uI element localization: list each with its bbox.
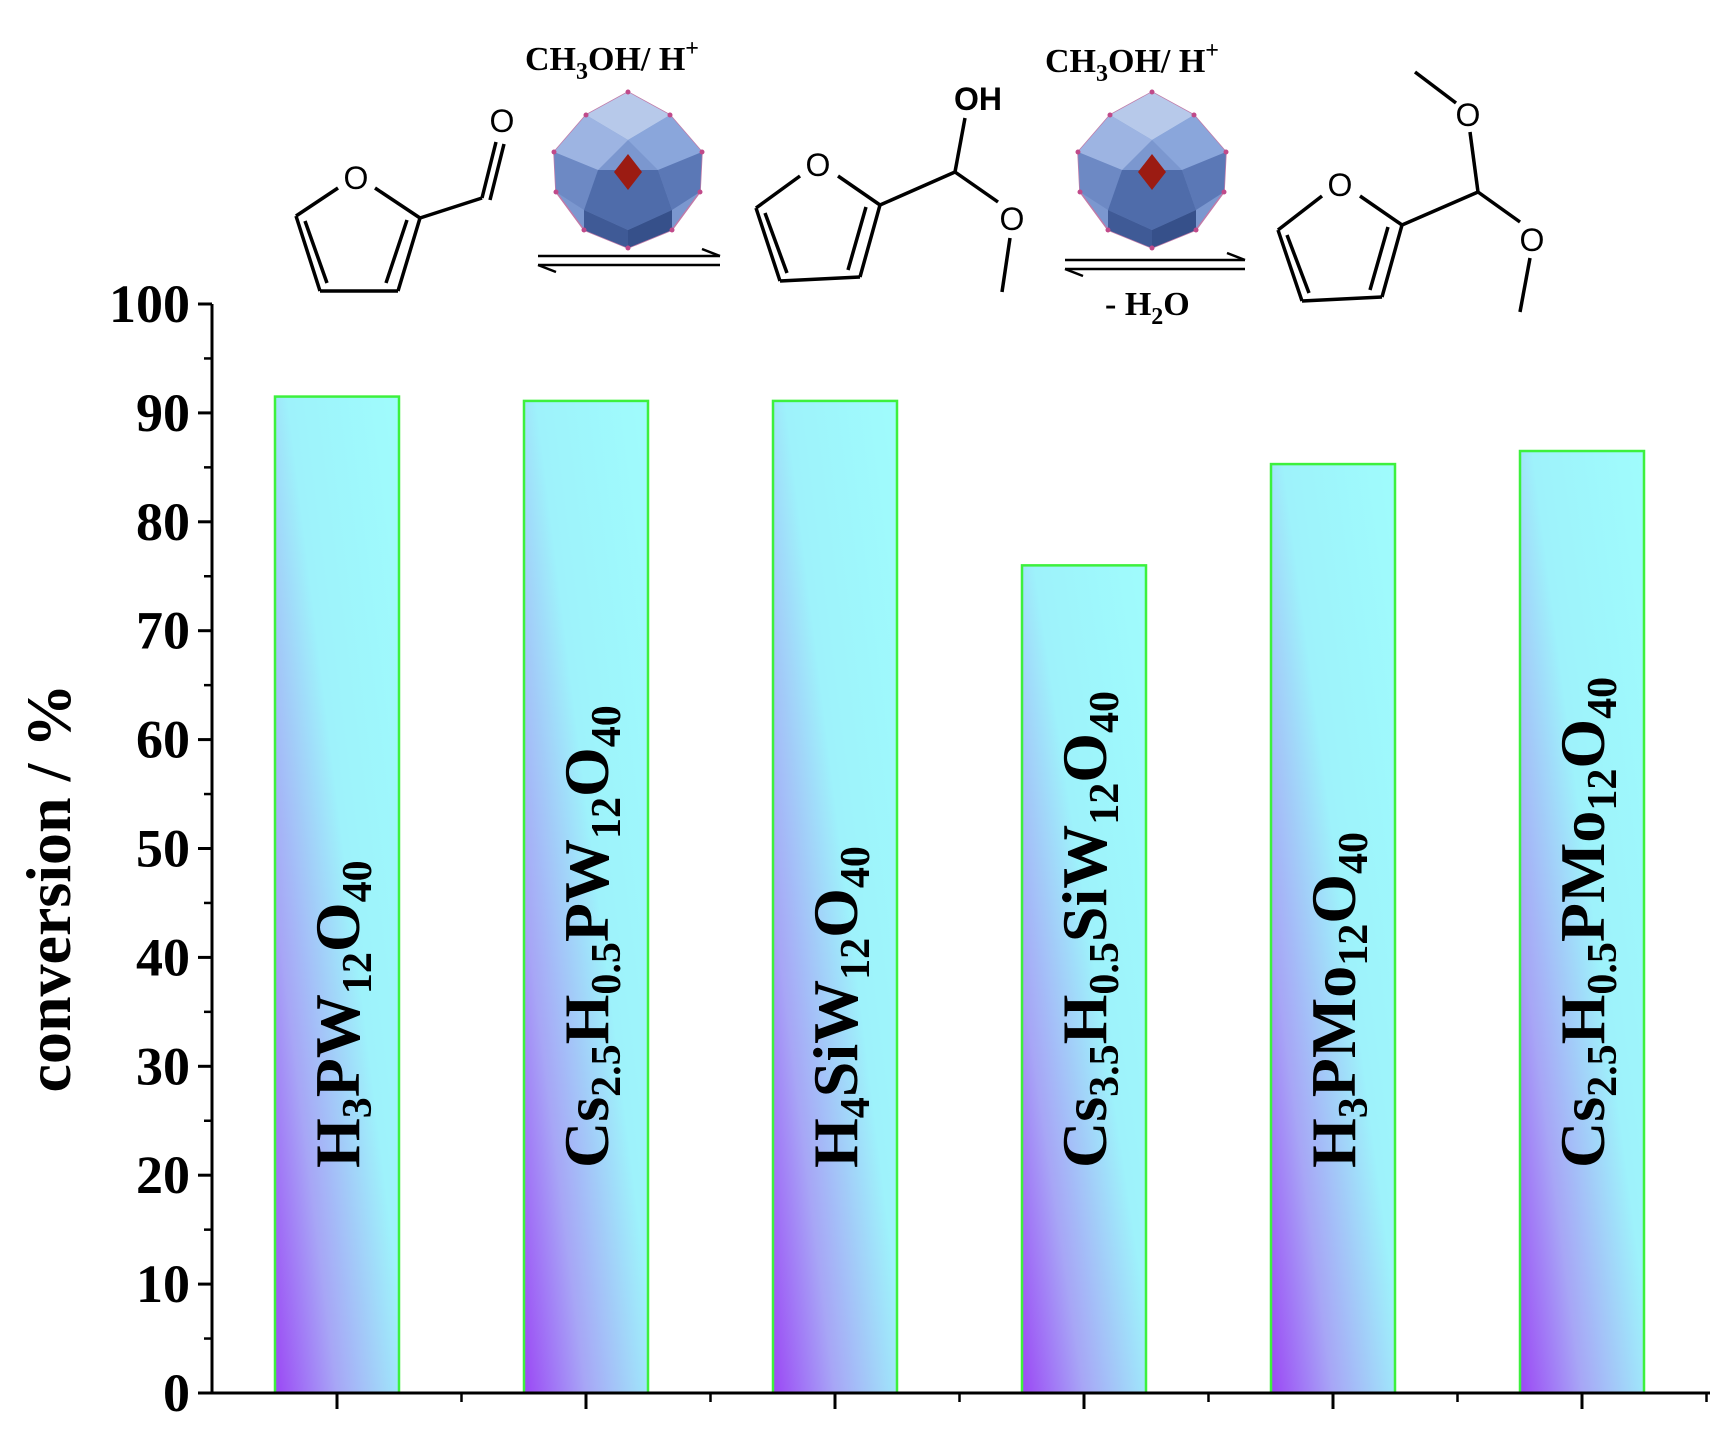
bar-label-Cs2.5H0.5PMo12O40: Cs2.5H0.5PMo12O40 (1547, 677, 1626, 1168)
furfural-ring-oxygen: O (344, 160, 369, 196)
bar-labels-group: H3PW12O40 Cs2.5H0.5PW12O40 H4SiW12O40 Cs3.5… (302, 677, 1626, 1168)
bar-chart: H3PW12O40 Cs2.5H0.5PW12O40 H4SiW12O40 Cs3.5… (13, 274, 1710, 1423)
equilibrium-arrow-left (537, 247, 721, 274)
bar-H4SiW12O40 (771, 399, 899, 1395)
hemiacetal-ring-oxygen: O (806, 147, 831, 183)
acetal-ring-oxygen: O (1328, 167, 1353, 203)
polyoxometalate-catalyst-icon (551, 89, 705, 251)
bar-label-Cs2.5H0.5PW12O40: Cs2.5H0.5PW12O40 (551, 705, 630, 1168)
y-tick-label: 60 (136, 710, 190, 770)
bar-label-Cs3.5H0.5SiW12O40: Cs3.5H0.5SiW12O40 (1049, 691, 1128, 1168)
acetal-upper-oxygen: O (1456, 97, 1481, 133)
y-tick-label: 30 (136, 1036, 190, 1096)
bar-label-H3PW12O40: H3PW12O40 (302, 860, 381, 1168)
acetal-lower-oxygen: O (1520, 222, 1545, 258)
reagent-label-left: CH3OH/ H+ (525, 36, 699, 85)
acetal-molecule (1276, 70, 1532, 313)
y-tick-label: 70 (136, 601, 190, 661)
polyoxometalate-catalyst-icon (1075, 89, 1229, 251)
equilibrium-arrow-right (1064, 251, 1246, 278)
y-tick-label: 10 (136, 1254, 190, 1314)
reaction-scheme: O O CH3OH/ H+ CH3OH/ H+ (294, 36, 1545, 330)
furfural-carbonyl-oxygen: O (490, 103, 515, 139)
bar-Cs2.5H0.5PW12O40 (522, 399, 650, 1395)
y-tick-label: 20 (136, 1145, 190, 1205)
bar-H3PW12O40 (273, 395, 401, 1395)
bar-Cs2.5H0.5PMo12O40 (1518, 449, 1646, 1395)
hemiacetal-hydroxyl: OH (954, 81, 1002, 117)
y-tick-label: 40 (136, 927, 190, 987)
y-tick-label: 0 (163, 1363, 190, 1423)
hemiacetal-molecule (754, 117, 1012, 293)
y-tick-label: 80 (136, 492, 190, 552)
bars-group (273, 395, 1646, 1395)
bar-label-H3PMo12O40: H3PMo12O40 (1298, 832, 1377, 1168)
byproduct-label: - H2O (1105, 286, 1190, 330)
bar-Cs3.5H0.5SiW12O40 (1020, 564, 1148, 1395)
y-tick-label: 100 (109, 274, 190, 334)
hemiacetal-ether-oxygen: O (1000, 201, 1025, 237)
bar-label-H4SiW12O40: H4SiW12O40 (800, 846, 879, 1168)
y-tick-label: 50 (136, 819, 190, 879)
furfural-molecule (294, 141, 506, 293)
y-tick-label: 90 (136, 383, 190, 443)
y-axis-title: conversion / % (13, 684, 84, 1093)
axes-group: 0 10 20 30 40 50 60 70 80 90 100 (109, 274, 1710, 1423)
reagent-label-right: CH3OH/ H+ (1045, 38, 1219, 87)
